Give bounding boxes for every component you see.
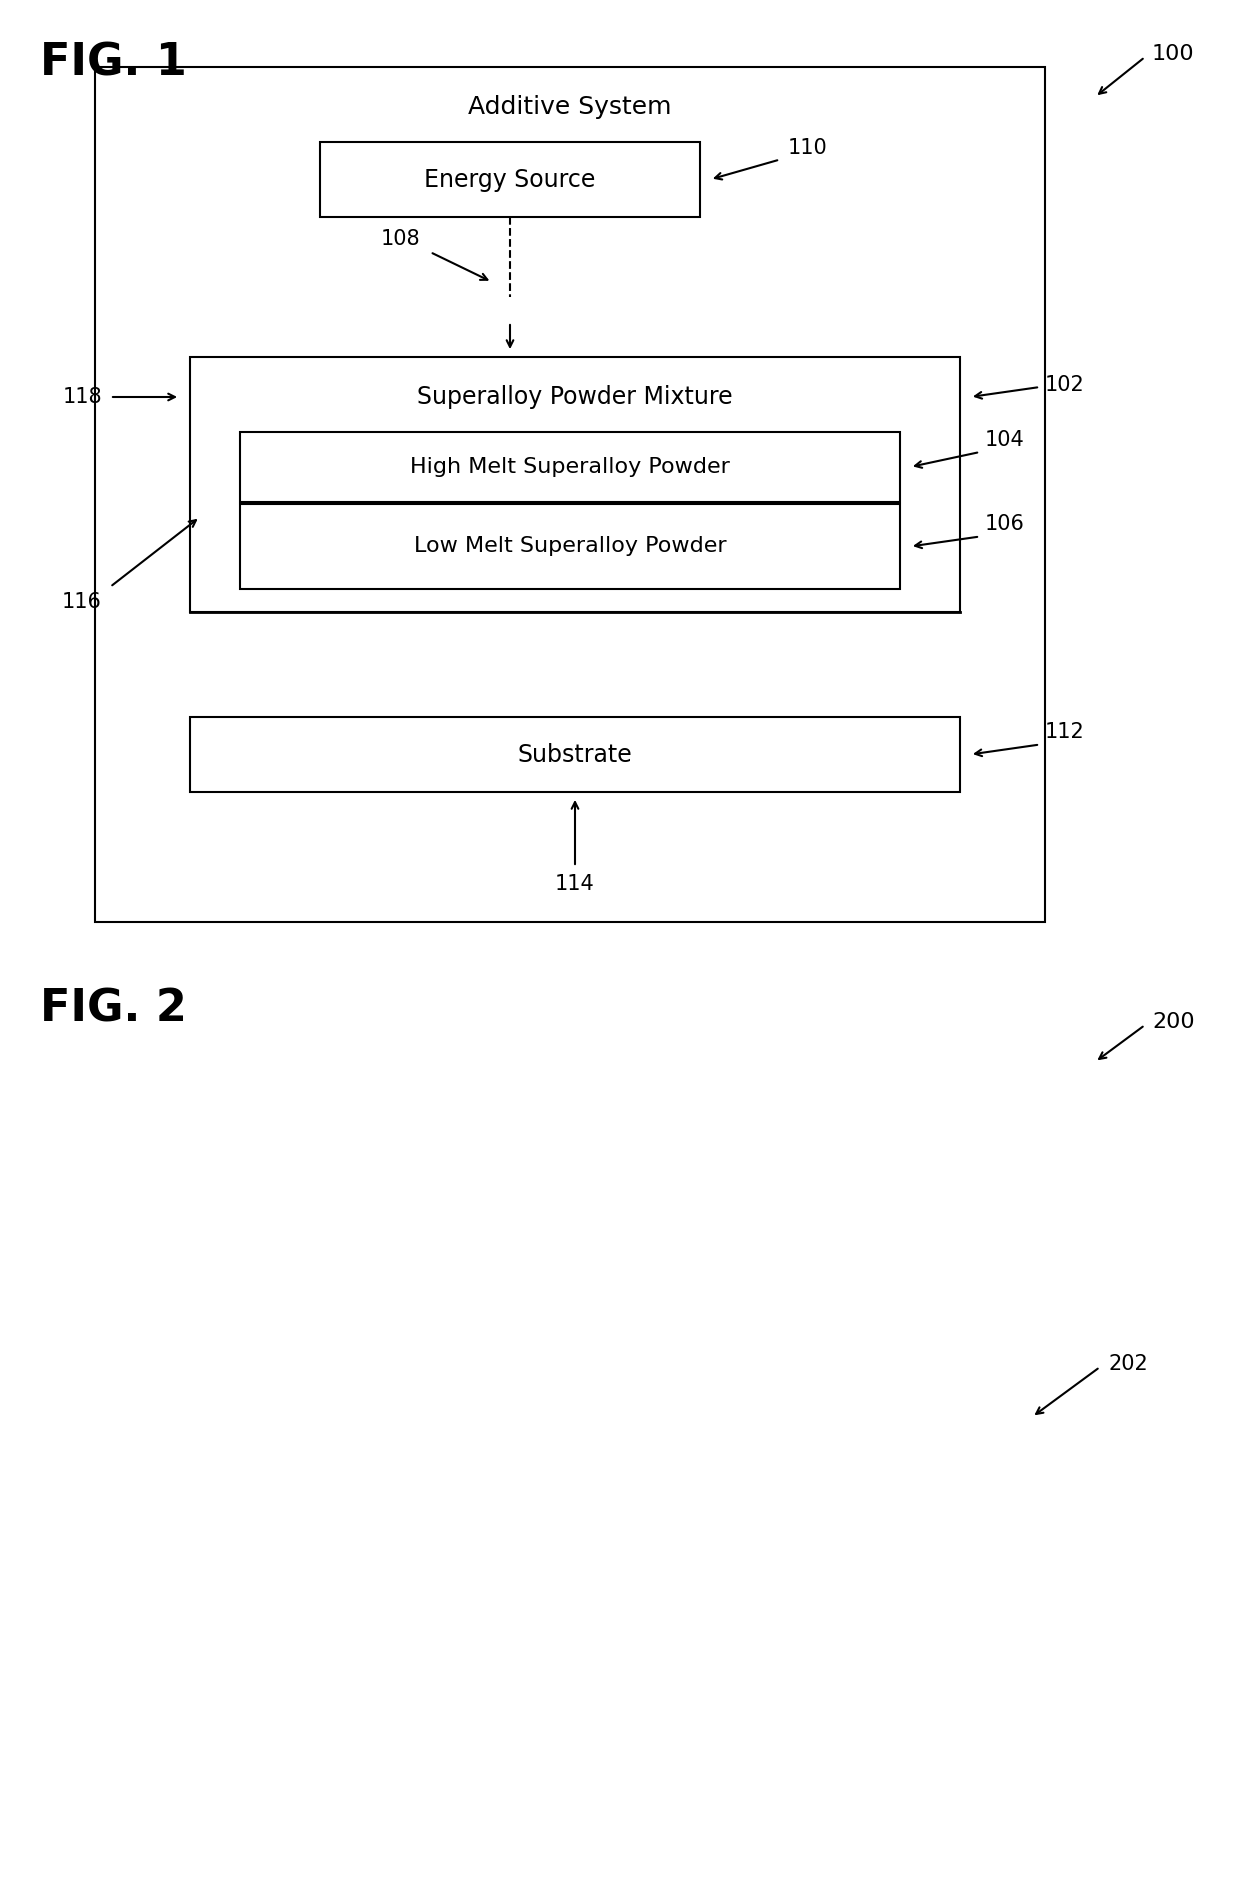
Text: FIG. 2: FIG. 2 xyxy=(40,986,187,1030)
Text: 100: 100 xyxy=(1152,44,1194,64)
Text: 116: 116 xyxy=(62,592,102,613)
Bar xyxy=(190,357,960,613)
Text: 106: 106 xyxy=(985,514,1025,535)
Text: 202: 202 xyxy=(1109,1354,1148,1373)
Text: 104: 104 xyxy=(985,431,1024,450)
Bar xyxy=(320,142,701,216)
Text: Substrate: Substrate xyxy=(517,742,632,766)
Bar xyxy=(95,66,1045,922)
Text: FIG. 1: FIG. 1 xyxy=(40,42,187,85)
Text: 112: 112 xyxy=(1045,723,1085,742)
Text: 108: 108 xyxy=(381,230,420,249)
Text: Additive System: Additive System xyxy=(469,95,672,120)
Text: Superalloy Powder Mixture: Superalloy Powder Mixture xyxy=(417,385,733,410)
Bar xyxy=(190,717,960,793)
Text: High Melt Superalloy Powder: High Melt Superalloy Powder xyxy=(410,457,730,476)
Text: Low Melt Superalloy Powder: Low Melt Superalloy Powder xyxy=(414,537,727,556)
Text: Energy Source: Energy Source xyxy=(424,167,595,192)
Text: 200: 200 xyxy=(1152,1011,1194,1032)
Bar xyxy=(241,505,900,588)
Text: 114: 114 xyxy=(556,875,595,893)
Bar xyxy=(241,433,900,503)
Text: 102: 102 xyxy=(1045,376,1085,395)
Text: 118: 118 xyxy=(62,387,102,408)
Text: 110: 110 xyxy=(787,137,828,157)
